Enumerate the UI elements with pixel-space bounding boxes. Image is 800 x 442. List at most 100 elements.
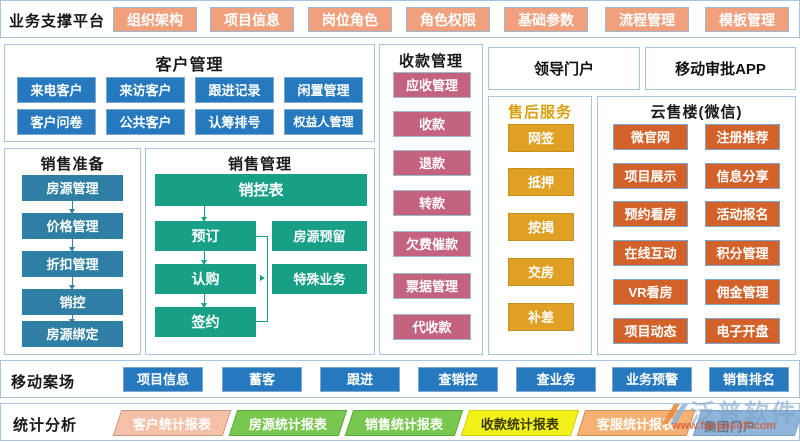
customer-item-label: 公共客户 xyxy=(119,114,172,130)
statistics-item-sktjbb[interactable]: 收款统计报表 xyxy=(460,410,580,436)
cloud-item-xmzs[interactable]: 项目展示 xyxy=(613,163,688,189)
mobile-office-item-ywyj[interactable]: 业务预警 xyxy=(612,367,692,392)
cloud-item-label: 项目展示 xyxy=(624,168,677,184)
after-sales-item-jf[interactable]: 交房 xyxy=(508,258,574,286)
after-sales-item-aj[interactable]: 按揭 xyxy=(508,213,574,241)
mobile-approval-app-button[interactable]: 移动审批APP xyxy=(645,47,796,90)
statistics-item-label: 收款统计报表 xyxy=(480,416,559,432)
cloud-item-hdbm[interactable]: 活动报名 xyxy=(705,201,780,227)
after-sales-item-dy[interactable]: 抵押 xyxy=(508,168,574,196)
mobile-office-item-label: 业务预警 xyxy=(625,372,678,387)
collection-item-label: 退款 xyxy=(418,155,445,171)
topbar-item-1-label: 项目信息 xyxy=(224,11,280,28)
customer-management-title: 客户管理 xyxy=(155,57,224,74)
customer-item-xzgl[interactable]: 闲置管理 xyxy=(284,77,363,103)
topbar-item-1[interactable]: 项目信息 xyxy=(210,7,294,32)
sales-mgmt-header-xkb[interactable]: 销控表 xyxy=(155,174,367,206)
mobile-approval-app-label: 移动审批APP xyxy=(675,61,766,78)
collection-item-label: 代收款 xyxy=(412,319,452,335)
statistics-item-khtjbb[interactable]: 客户统计报表 xyxy=(112,410,232,436)
topbar-item-0[interactable]: 组织架构 xyxy=(113,7,197,32)
customer-item-label: 来电客户 xyxy=(30,82,83,98)
mobile-office-item-label: 销售排名 xyxy=(722,372,775,387)
collection-item-pjgl[interactable]: 票据管理 xyxy=(393,273,471,299)
statistics-item-fytjbb[interactable]: 房源统计报表 xyxy=(228,410,348,436)
cloud-item-zxhd[interactable]: 在线互动 xyxy=(613,240,688,266)
after-sales-item-bc[interactable]: 补差 xyxy=(508,303,574,331)
customer-item-ggkh[interactable]: 公共客户 xyxy=(106,109,185,135)
cloud-item-vrkf[interactable]: VR看房 xyxy=(613,279,688,305)
cloud-item-dzkp[interactable]: 电子开盘 xyxy=(705,318,780,344)
sales-mgmt-side-fyyl[interactable]: 房源预留 xyxy=(272,221,367,251)
sales-prep-item-zkgl[interactable]: 折扣管理 xyxy=(22,251,123,277)
topbar-item-3[interactable]: 角色权限 xyxy=(406,7,490,32)
mobile-office-item-cxk[interactable]: 查销控 xyxy=(418,367,498,392)
topbar-item-6[interactable]: 模板管理 xyxy=(705,7,789,32)
statistics-item-kftjbb[interactable]: 客服统计报表 xyxy=(576,410,696,436)
statistics-item-xstjbb[interactable]: 销售统计报表 xyxy=(344,410,464,436)
sales-prep-item-label: 折扣管理 xyxy=(46,256,99,272)
mobile-office-item-xmxx[interactable]: 项目信息 xyxy=(123,367,203,392)
flow-arrow xyxy=(201,294,207,308)
collection-item-zk[interactable]: 转款 xyxy=(393,190,471,216)
customer-item-label: 认筹排号 xyxy=(208,114,261,130)
sales-mgmt-item-rg[interactable]: 认购 xyxy=(155,264,256,294)
topbar-item-2[interactable]: 岗位角色 xyxy=(308,7,392,32)
customer-item-label: 来访客户 xyxy=(119,82,172,98)
flow-arrow xyxy=(201,251,207,265)
cloud-item-xxfx[interactable]: 信息分享 xyxy=(705,163,780,189)
customer-item-lfkh[interactable]: 来访客户 xyxy=(106,77,185,103)
leader-portal-button[interactable]: 领导门户 xyxy=(488,47,640,90)
after-sales-item-label: 交房 xyxy=(527,264,554,280)
cloud-item-xmdt[interactable]: 项目动态 xyxy=(613,318,688,344)
customer-item-label: 跟进记录 xyxy=(208,82,261,98)
sales-prep-item-fybd[interactable]: 房源绑定 xyxy=(22,321,123,347)
collection-item-label: 转款 xyxy=(418,195,445,211)
customer-item-khwj[interactable]: 客户问卷 xyxy=(17,109,96,135)
topbar-item-6-label: 模板管理 xyxy=(719,11,775,28)
collection-item-qfck[interactable]: 欠费催款 xyxy=(393,231,471,257)
sales-mgmt-item-yd[interactable]: 预订 xyxy=(155,221,256,251)
sales-mgmt-item-label: 签约 xyxy=(191,314,220,330)
mobile-office-label: 移动案场 xyxy=(11,374,76,391)
cloud-item-label: 信息分享 xyxy=(716,168,769,184)
mobile-office-item-xspm[interactable]: 销售排名 xyxy=(709,367,789,392)
mobile-office-item-gj[interactable]: 跟进 xyxy=(320,367,400,392)
cloud-item-jfgl[interactable]: 积分管理 xyxy=(705,240,780,266)
cloud-item-yykf[interactable]: 预约看房 xyxy=(613,201,688,227)
flow-arrow xyxy=(69,239,75,252)
topbar-item-5[interactable]: 流程管理 xyxy=(605,7,689,32)
customer-item-gjjl[interactable]: 跟进记录 xyxy=(195,77,274,103)
mobile-office-item-xk[interactable]: 蓄客 xyxy=(222,367,302,392)
sales-prep-item-fygl[interactable]: 房源管理 xyxy=(22,175,123,201)
mobile-office-item-label: 项目信息 xyxy=(136,372,189,387)
sales-mgmt-side-tsyw[interactable]: 特殊业务 xyxy=(272,264,367,294)
after-sales-item-wq[interactable]: 网签 xyxy=(508,124,574,152)
collection-item-tk[interactable]: 退款 xyxy=(393,150,471,176)
sales-prep-item-jggl[interactable]: 价格管理 xyxy=(22,213,123,239)
statistics-item-label: 客服统计报表 xyxy=(596,416,675,432)
mobile-office-item-cyw[interactable]: 查业务 xyxy=(516,367,596,392)
customer-item-lddh[interactable]: 来电客户 xyxy=(17,77,96,103)
topbar-item-3-label: 角色权限 xyxy=(420,11,476,28)
sales-mgmt-item-qy[interactable]: 签约 xyxy=(155,307,256,337)
flow-arrow xyxy=(69,201,75,214)
sales-prep-item-xk[interactable]: 销控 xyxy=(22,289,123,315)
cloud-item-zctj[interactable]: 注册推荐 xyxy=(705,124,780,150)
customer-item-qyrgl[interactable]: 权益人管理 xyxy=(284,109,363,135)
customer-item-rcph[interactable]: 认筹排号 xyxy=(195,109,274,135)
sales-mgmt-header-label: 销控表 xyxy=(238,181,284,199)
cloud-wechat-panel: 云售楼(微信) 微官网 项目展示 预约看房 在线互动 VR看房 项目动态 注册推… xyxy=(597,96,796,355)
statistics-item-extra[interactable] xyxy=(692,410,800,436)
cloud-item-yjgl[interactable]: 佣金管理 xyxy=(705,279,780,305)
collection-item-ysgl[interactable]: 应收管理 xyxy=(393,72,471,98)
collection-item-dsk[interactable]: 代收款 xyxy=(393,314,471,340)
cloud-item-label: 注册推荐 xyxy=(716,129,769,145)
leader-portal-label: 领导门户 xyxy=(533,61,594,78)
customer-item-label: 客户问卷 xyxy=(30,114,83,130)
customer-item-label: 闲置管理 xyxy=(297,82,350,98)
topbar-item-4[interactable]: 基础参数 xyxy=(504,7,588,32)
collection-item-sk[interactable]: 收款 xyxy=(393,111,471,137)
cloud-item-wgw[interactable]: 微官网 xyxy=(613,124,688,150)
